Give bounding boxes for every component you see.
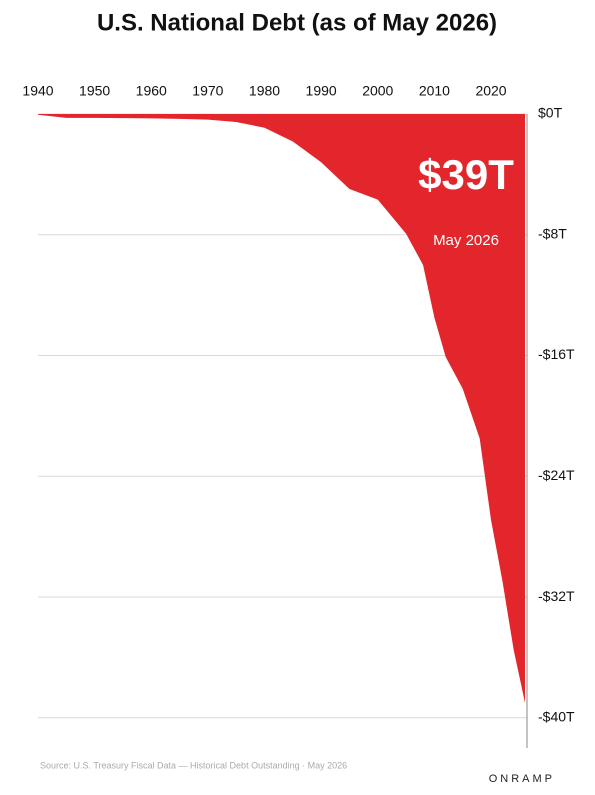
y-tick-label: -$16T xyxy=(538,346,575,362)
x-tick-label: 1990 xyxy=(306,83,337,99)
x-tick-label: 2000 xyxy=(362,83,393,99)
chart-title: U.S. National Debt (as of May 2026) xyxy=(97,9,497,36)
y-tick-label: -$32T xyxy=(538,588,575,604)
area xyxy=(38,114,525,703)
y-tick-label: -$40T xyxy=(538,709,575,725)
source-note: Source: U.S. Treasury Fiscal Data — Hist… xyxy=(40,760,347,770)
y-tick-label: -$24T xyxy=(538,467,575,483)
x-tick-label: 1940 xyxy=(22,83,53,99)
brand-logo: ONRAMP xyxy=(489,773,555,785)
x-tick-label: 1980 xyxy=(249,83,280,99)
annotation-date: May 2026 xyxy=(433,232,499,249)
x-tick-label: 1970 xyxy=(192,83,223,99)
y-tick-label: $0T xyxy=(538,105,563,121)
annotation-value: $39T xyxy=(418,151,514,198)
x-tick-label: 1960 xyxy=(136,83,167,99)
x-tick-label: 2020 xyxy=(475,83,506,99)
x-tick-label: 1950 xyxy=(79,83,110,99)
y-tick-label: -$8T xyxy=(538,225,567,241)
x-tick-label: 2010 xyxy=(419,83,450,99)
